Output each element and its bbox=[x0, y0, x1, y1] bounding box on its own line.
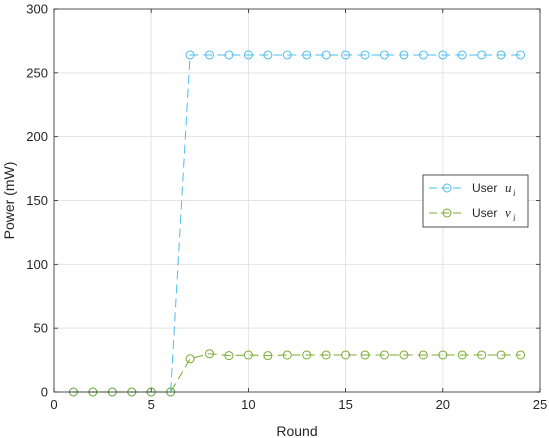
legend-entry-2: User v i bbox=[429, 205, 516, 223]
data-point bbox=[457, 350, 467, 360]
data-point bbox=[399, 350, 409, 360]
x-tick-label: 5 bbox=[148, 397, 155, 412]
legend-marker bbox=[442, 208, 452, 218]
data-point bbox=[477, 350, 487, 360]
x-tick-label: 15 bbox=[338, 397, 352, 412]
data-point bbox=[516, 50, 526, 60]
data-point bbox=[438, 50, 448, 60]
data-point bbox=[185, 354, 195, 364]
axes bbox=[53, 8, 541, 393]
data-point bbox=[205, 349, 215, 359]
x-tick-label: 10 bbox=[241, 397, 255, 412]
y-tick-label: 50 bbox=[34, 321, 48, 336]
data-point bbox=[282, 50, 292, 60]
data-point bbox=[496, 350, 506, 360]
x-tick-label: 25 bbox=[533, 397, 547, 412]
data-point bbox=[418, 350, 428, 360]
legend-symbol: v bbox=[505, 205, 511, 220]
y-tick-label: 200 bbox=[26, 129, 48, 144]
data-point bbox=[302, 350, 312, 360]
legend-subscript: i bbox=[513, 188, 516, 198]
data-point bbox=[321, 350, 331, 360]
data-point bbox=[457, 50, 467, 60]
data-point bbox=[263, 50, 273, 60]
legend-entry-1: User u i bbox=[429, 180, 516, 198]
data-point bbox=[341, 50, 351, 60]
y-tick-label: 250 bbox=[26, 65, 48, 80]
data-point bbox=[399, 50, 409, 60]
data-point bbox=[302, 50, 312, 60]
y-tick-label: 100 bbox=[26, 257, 48, 272]
data-point bbox=[224, 50, 234, 60]
data-point bbox=[185, 50, 195, 60]
legend-label: User bbox=[472, 206, 497, 220]
data-point bbox=[438, 350, 448, 360]
data-point bbox=[477, 50, 487, 60]
data-point bbox=[321, 50, 331, 60]
x-axis-label: Round bbox=[276, 423, 317, 438]
data-point bbox=[496, 50, 506, 60]
data-point bbox=[263, 351, 273, 361]
data-point bbox=[418, 50, 428, 60]
x-tick-label: 20 bbox=[436, 397, 450, 412]
data-point bbox=[379, 50, 389, 60]
data-point bbox=[360, 50, 370, 60]
legend-marker bbox=[442, 183, 452, 193]
x-tick-label: 0 bbox=[50, 397, 57, 412]
data-point bbox=[341, 350, 351, 360]
data-point bbox=[205, 50, 215, 60]
data-point bbox=[243, 50, 253, 60]
data-point bbox=[224, 351, 234, 361]
data-point bbox=[379, 350, 389, 360]
legend-label: User bbox=[472, 181, 497, 195]
y-tick-label: 150 bbox=[26, 193, 48, 208]
legend-symbol: u bbox=[505, 180, 512, 195]
data-point bbox=[243, 350, 253, 360]
legend-box bbox=[422, 174, 529, 228]
data-point bbox=[360, 350, 370, 360]
data-point bbox=[282, 350, 292, 360]
y-tick-label: 300 bbox=[26, 2, 48, 17]
y-axis-label: Power (mW) bbox=[1, 162, 17, 240]
data-point bbox=[516, 350, 526, 360]
legend-subscript: i bbox=[513, 213, 516, 223]
y-tick-label: 0 bbox=[41, 385, 48, 400]
